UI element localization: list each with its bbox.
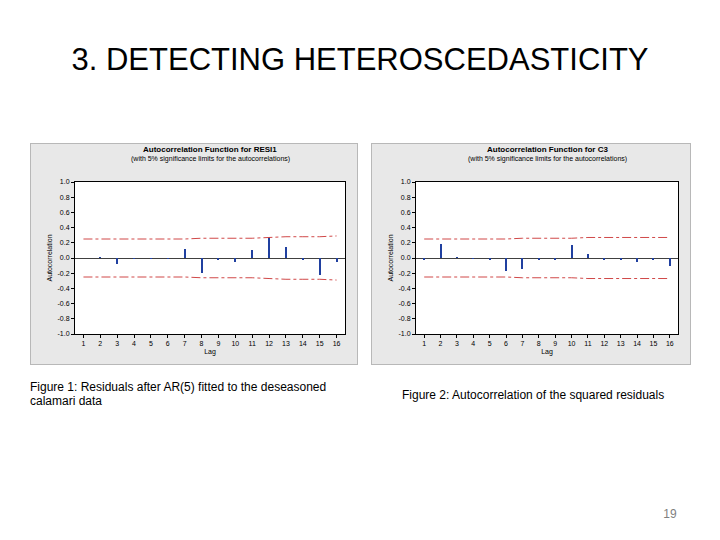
svg-text:12: 12 xyxy=(600,340,608,347)
svg-text:0.4: 0.4 xyxy=(401,224,411,231)
svg-text:8: 8 xyxy=(537,340,541,347)
svg-text:16: 16 xyxy=(333,340,341,347)
svg-text:3: 3 xyxy=(115,340,119,347)
svg-text:15: 15 xyxy=(650,340,658,347)
svg-text:-1.0: -1.0 xyxy=(399,330,411,337)
svg-text:Lag: Lag xyxy=(541,348,553,356)
svg-text:1: 1 xyxy=(422,340,426,347)
svg-text:0.0: 0.0 xyxy=(60,254,70,261)
svg-text:-0.6: -0.6 xyxy=(399,300,411,307)
svg-text:4: 4 xyxy=(132,340,136,347)
svg-text:10: 10 xyxy=(568,340,576,347)
html-text:19: 19 xyxy=(663,507,677,521)
svg-text:-0.8: -0.8 xyxy=(58,315,70,322)
svg-text:15: 15 xyxy=(316,340,324,347)
svg-text:-0.4: -0.4 xyxy=(399,285,411,292)
svg-text:11: 11 xyxy=(584,340,591,347)
svg-text:1: 1 xyxy=(81,340,85,347)
svg-text:11: 11 xyxy=(249,340,256,347)
svg-text:9: 9 xyxy=(216,340,220,347)
svg-text:1.0: 1.0 xyxy=(401,178,411,185)
svg-text:0.2: 0.2 xyxy=(401,239,411,246)
svg-text:14: 14 xyxy=(299,340,307,347)
svg-text:9: 9 xyxy=(553,340,557,347)
svg-text:13: 13 xyxy=(282,340,290,347)
svg-text:-0.4: -0.4 xyxy=(58,285,70,292)
svg-text:6: 6 xyxy=(504,340,508,347)
svg-text:8: 8 xyxy=(200,340,204,347)
svg-text:16: 16 xyxy=(666,340,674,347)
svg-text:5: 5 xyxy=(488,340,492,347)
svg-text:7: 7 xyxy=(520,340,524,347)
svg-text:0.8: 0.8 xyxy=(401,194,411,201)
svg-text:2: 2 xyxy=(98,340,102,347)
svg-text:14: 14 xyxy=(633,340,641,347)
svg-text:7: 7 xyxy=(183,340,187,347)
svg-text:0.6: 0.6 xyxy=(60,209,70,216)
svg-text:Autocorrelation: Autocorrelation xyxy=(387,234,394,281)
svg-text:2: 2 xyxy=(439,340,443,347)
svg-text:-0.8: -0.8 xyxy=(399,315,411,322)
svg-text:12: 12 xyxy=(265,340,273,347)
svg-text:Autocorrelation: Autocorrelation xyxy=(46,234,53,281)
svg-text:0.0: 0.0 xyxy=(401,254,411,261)
svg-text:6: 6 xyxy=(166,340,170,347)
svg-text:(with 5% significance limits f: (with 5% significance limits for the aut… xyxy=(468,155,627,163)
html-text:Figure 1: Residuals after AR(5: Figure 1: Residuals after AR(5) fitted t… xyxy=(30,380,327,408)
svg-text:-0.2: -0.2 xyxy=(399,270,411,277)
svg-text:-0.6: -0.6 xyxy=(58,300,70,307)
svg-text:3: 3 xyxy=(455,340,459,347)
svg-text:0.8: 0.8 xyxy=(60,194,70,201)
svg-text:1.0: 1.0 xyxy=(60,178,70,185)
svg-text:Autocorrelation Function for C: Autocorrelation Function for C3 xyxy=(487,145,608,154)
svg-text:0.6: 0.6 xyxy=(401,209,411,216)
svg-text:-0.2: -0.2 xyxy=(58,270,70,277)
svg-text:(with 5% significance limits f: (with 5% significance limits for the aut… xyxy=(131,155,290,163)
svg-text:5: 5 xyxy=(149,340,153,347)
svg-text:0.4: 0.4 xyxy=(60,224,70,231)
svg-text:4: 4 xyxy=(471,340,475,347)
html-text:Figure 2: Autocorrelation of t: Figure 2: Autocorrelation of the squared… xyxy=(402,388,665,402)
svg-text:10: 10 xyxy=(231,340,239,347)
svg-text:Autocorrelation Function for R: Autocorrelation Function for RESI1 xyxy=(143,145,277,154)
svg-text:Lag: Lag xyxy=(204,348,216,356)
svg-text:-1.0: -1.0 xyxy=(58,330,70,337)
html-text:3. DETECTING HETEROSCEDASTICIT: 3. DETECTING HETEROSCEDASTICITY xyxy=(71,42,649,77)
svg-text:13: 13 xyxy=(617,340,625,347)
svg-text:0.2: 0.2 xyxy=(60,239,70,246)
